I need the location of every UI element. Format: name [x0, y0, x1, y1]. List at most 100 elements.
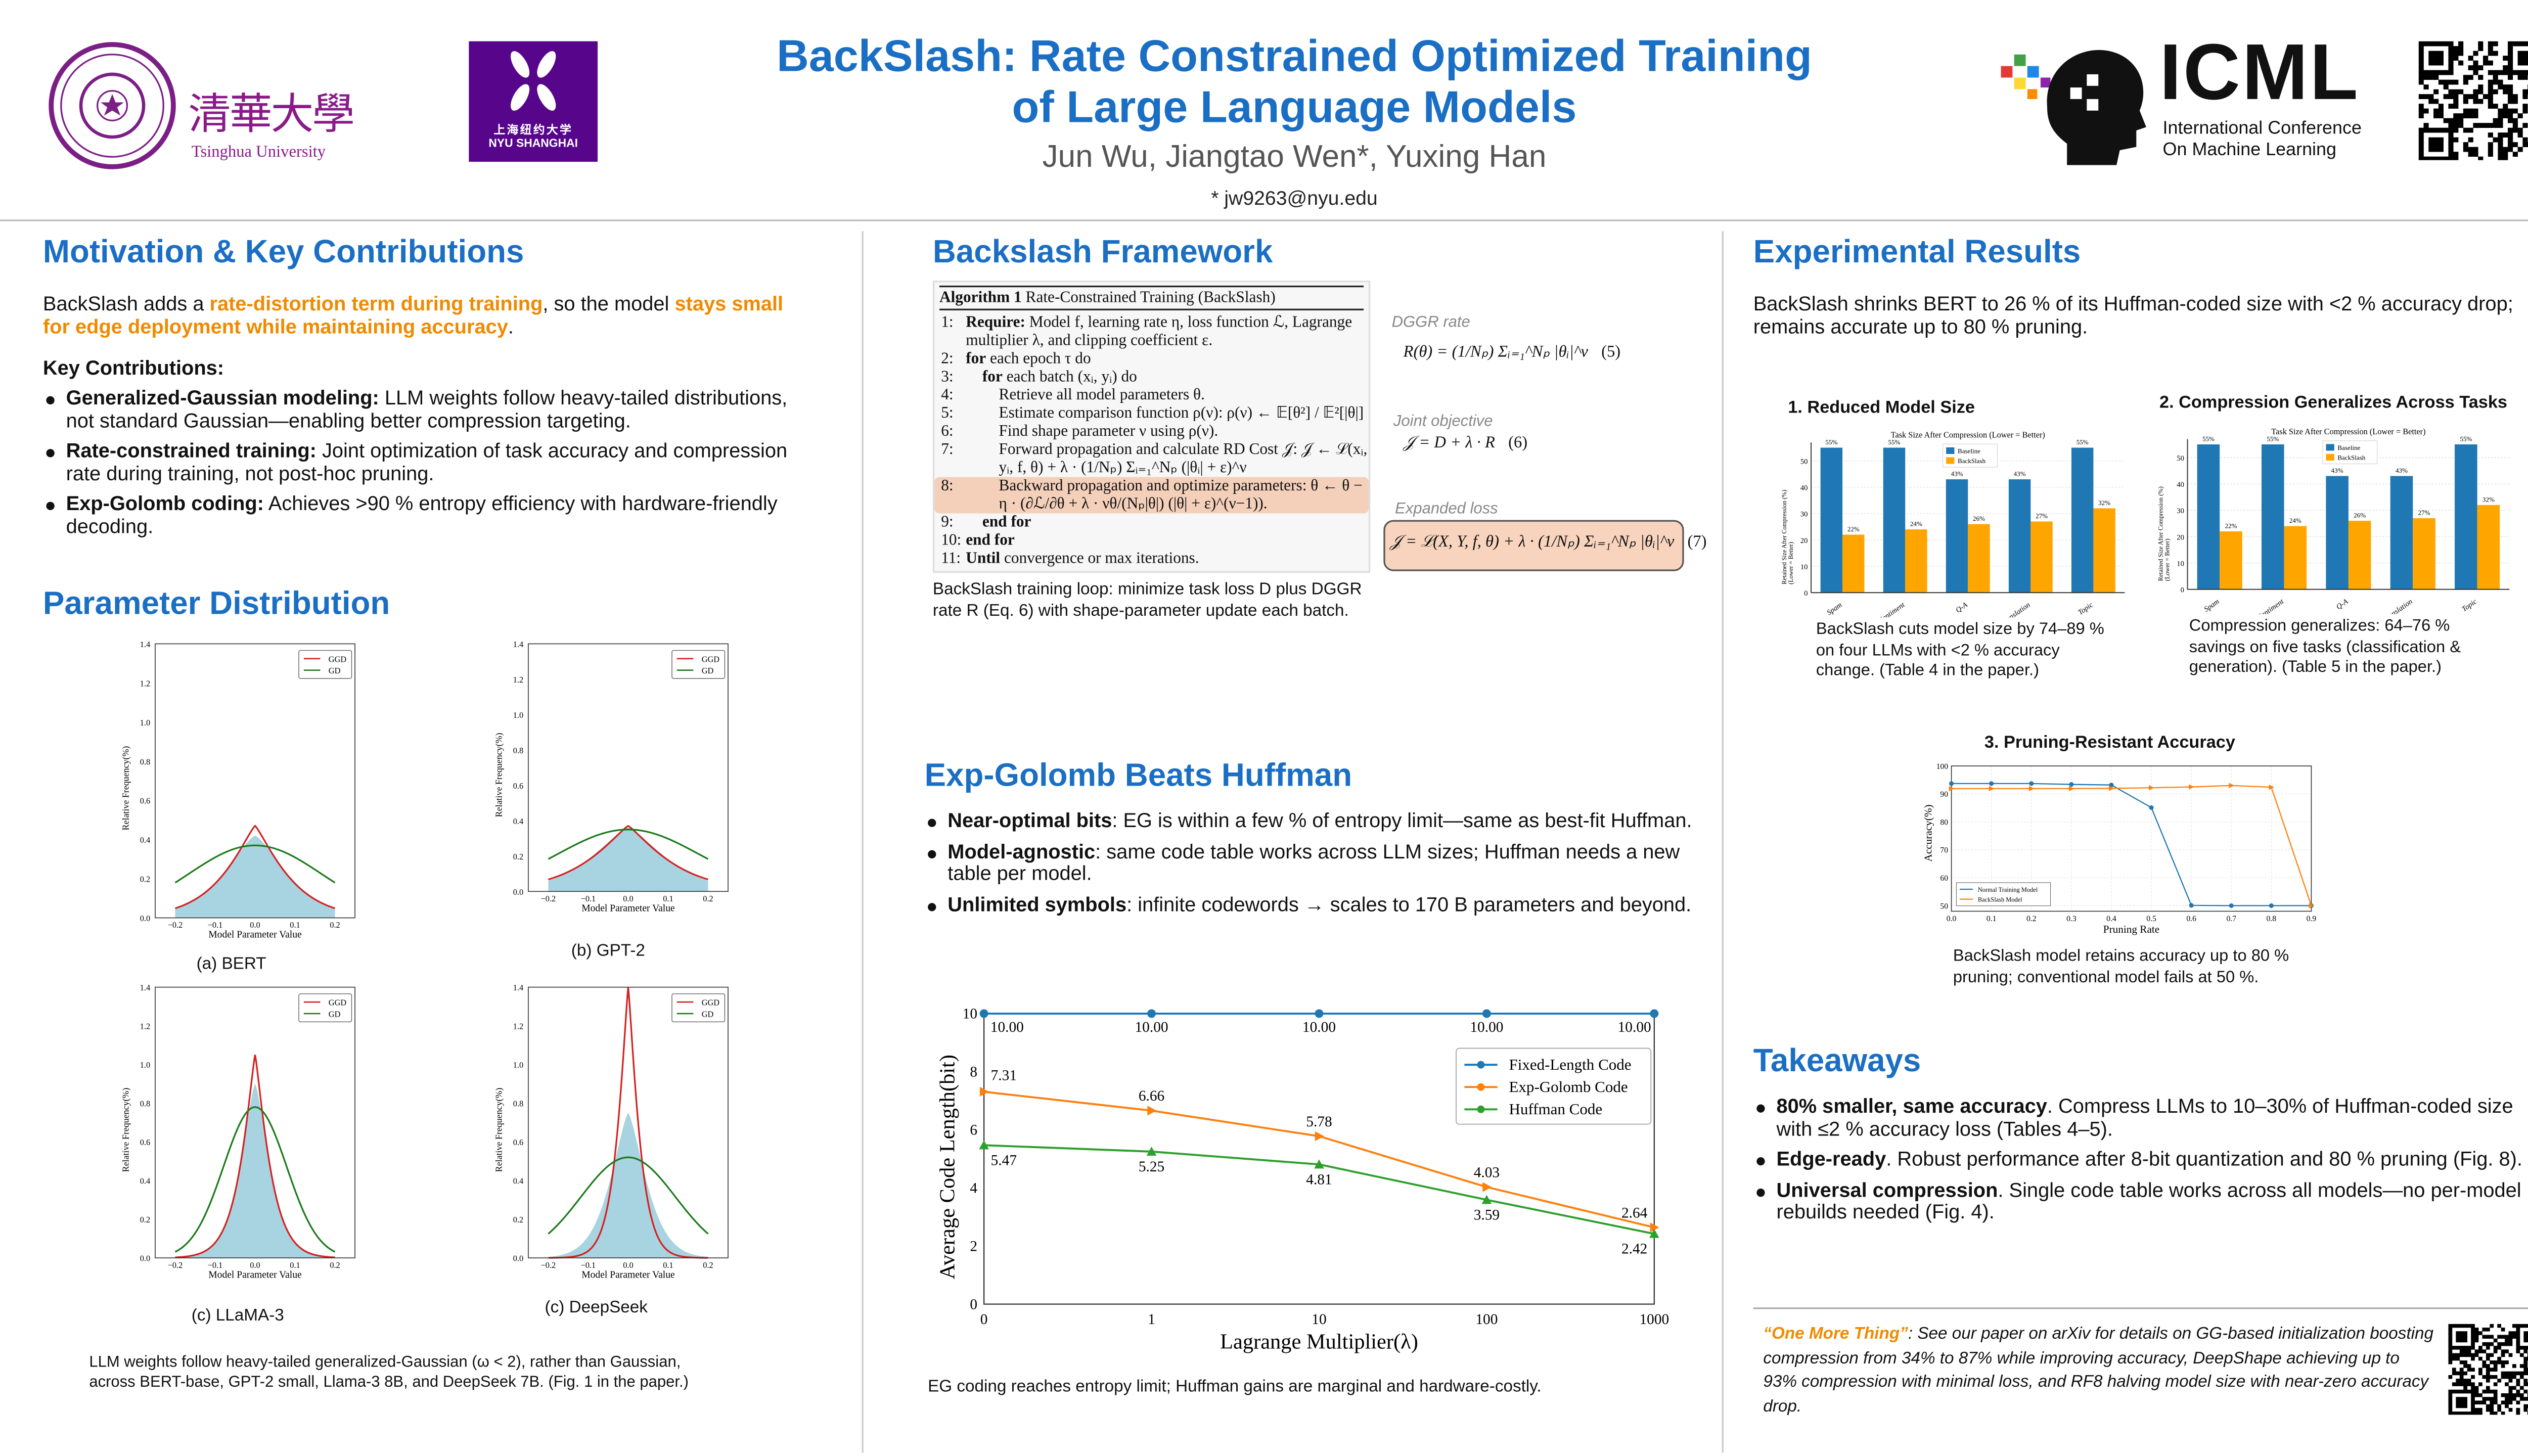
data-label: 2.64 — [1621, 1205, 1648, 1221]
qr-module — [2459, 1379, 2464, 1383]
qr-module — [2452, 1353, 2456, 1357]
qr-module — [2512, 123, 2518, 128]
qr-module — [2458, 89, 2464, 95]
data-label: 2.42 — [1621, 1241, 1647, 1257]
legend-marker — [1477, 1105, 1485, 1113]
qr-module — [2433, 60, 2439, 66]
header-divider — [0, 219, 2528, 221]
x-tick-label: 0.1 — [663, 894, 673, 903]
bar-baseline — [1820, 447, 1843, 593]
qr-module — [2467, 1324, 2471, 1328]
x-tick-label: 100 — [1475, 1311, 1498, 1328]
qr-module — [2448, 1389, 2453, 1394]
data-label: 5.78 — [1306, 1114, 1332, 1130]
qr-module — [2505, 1375, 2509, 1379]
data-point — [1650, 1009, 1659, 1018]
qr-module — [2453, 99, 2459, 104]
series-line-2 — [984, 1144, 1655, 1235]
qr-module — [2478, 65, 2484, 70]
qr-module — [2503, 156, 2508, 160]
intro-text: , so the model — [543, 292, 675, 315]
qr-module — [2463, 1412, 2468, 1415]
qr-module — [2471, 1356, 2475, 1361]
qr-module — [2503, 84, 2508, 89]
qr-module — [2474, 1353, 2479, 1357]
x-tick-label: 0.2 — [2026, 915, 2037, 923]
legend-box — [1956, 882, 2051, 906]
qr-module — [2508, 1335, 2513, 1339]
qr-module — [2467, 1364, 2471, 1368]
x-tick-label: 0.0 — [623, 894, 633, 903]
series-line-0 — [1951, 783, 2312, 906]
series-gd-curve — [174, 844, 336, 884]
bar-value-label: 55% — [1888, 438, 1900, 446]
plot-frame — [155, 986, 355, 1258]
y-tick-label: 0.8 — [513, 1099, 523, 1109]
qr-module — [2486, 1342, 2490, 1346]
y-tick-label: 50 — [1800, 458, 1808, 466]
qr-module — [2523, 1371, 2528, 1376]
x-tick-label: 1000 — [1639, 1311, 1669, 1328]
qr-code-header[interactable] — [2418, 41, 2528, 160]
qr-module — [2467, 1346, 2471, 1350]
qr-module — [2448, 41, 2454, 47]
qr-module — [2501, 1400, 2505, 1404]
x-tick-label: 0.7 — [2226, 915, 2236, 923]
qr-module — [2519, 1371, 2524, 1376]
qr-module — [2493, 104, 2498, 109]
qr-module — [2517, 132, 2523, 138]
qr-module — [2498, 152, 2503, 157]
caption-llama: (c) LLaMA-3 — [191, 1307, 284, 1326]
qr-module — [2438, 156, 2444, 160]
qr-module — [2508, 1338, 2513, 1343]
y-tick-label: 0.2 — [140, 875, 150, 884]
qr-module — [2523, 1324, 2528, 1328]
qr-module — [2433, 108, 2439, 114]
qr-module — [2486, 1335, 2490, 1339]
qr-module — [2459, 1338, 2464, 1343]
qr-module — [2433, 99, 2439, 104]
qr-module — [2467, 1368, 2471, 1372]
qr-module — [2519, 1346, 2524, 1350]
qr-module — [2483, 123, 2489, 128]
contact-email[interactable]: * jw9263@nyu.edu — [1211, 186, 1378, 210]
qr-module — [2459, 1335, 2464, 1339]
qr-module — [2478, 1400, 2482, 1404]
bar-backslash — [1842, 534, 1865, 593]
qr-module — [2488, 89, 2493, 95]
one-more-thing-label: “One More Thing” — [1763, 1326, 1908, 1344]
qr-module — [2448, 1412, 2453, 1415]
y-tick-label: 6 — [970, 1122, 977, 1139]
x-axis-label: Pruning Rate — [2103, 923, 2159, 935]
qr-module — [2512, 1375, 2516, 1379]
qr-code-arxiv[interactable] — [2448, 1324, 2528, 1415]
legend-box — [671, 650, 726, 679]
legend-label: GGD — [329, 654, 347, 664]
qr-module — [2498, 123, 2503, 128]
qr-module — [2523, 1335, 2528, 1339]
legend-label: Exp-Golomb Code — [1509, 1078, 1628, 1096]
qr-module — [2463, 1379, 2468, 1383]
qr-module — [2478, 46, 2484, 51]
legend-label: GD — [329, 666, 341, 675]
y-tick-label: 1.2 — [513, 1022, 523, 1031]
data-point — [2229, 783, 2235, 789]
qr-module — [2497, 1346, 2502, 1350]
y-tick-label: 0.4 — [140, 1176, 150, 1186]
equation-7: 𝒥 = ℒ(X, Y, f, θ) + λ · (1/Nₚ) Σᵢ₌₁^Nₚ |… — [1390, 533, 1675, 552]
qr-module — [2471, 1382, 2475, 1386]
legend-label: BackSlash Model — [1978, 896, 2022, 903]
qr-module — [2508, 118, 2513, 123]
qr-module — [2448, 104, 2454, 109]
takeaways-list: 80% smaller, same accuracy. Compress LLM… — [1753, 1095, 2528, 1232]
histogram-area — [548, 828, 708, 892]
x-tick-label: 0 — [980, 1311, 988, 1328]
qr-module — [2505, 1397, 2509, 1401]
qr-module — [2493, 1412, 2498, 1415]
qr-module — [2423, 41, 2429, 47]
y-tick-label: 0.4 — [513, 816, 523, 826]
qr-module — [2488, 51, 2493, 56]
y-tick-label: 60 — [1940, 874, 1948, 883]
qr-module — [2501, 1349, 2505, 1353]
